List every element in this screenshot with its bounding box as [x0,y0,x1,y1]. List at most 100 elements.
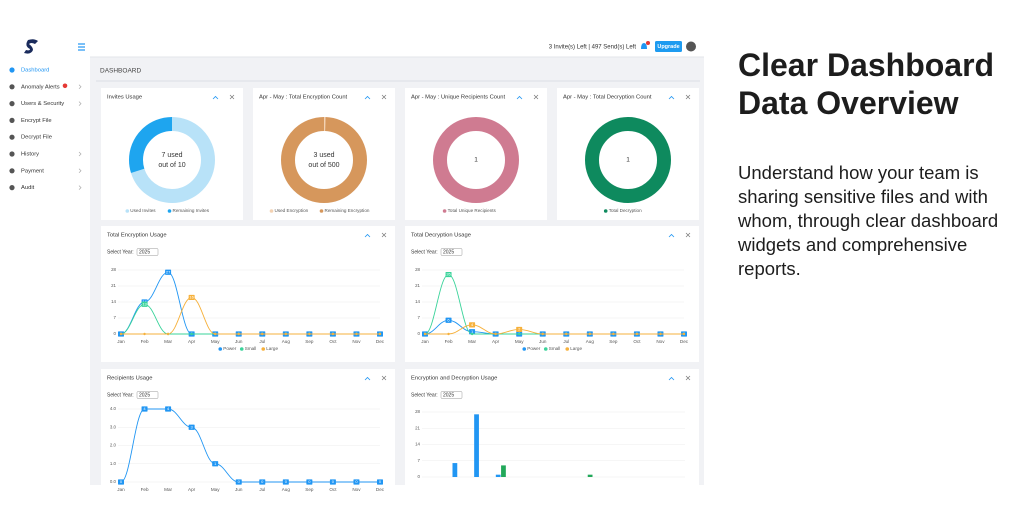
nav-icon [9,84,15,90]
y-tick-label: 14 [415,299,420,304]
year-select[interactable] [440,248,463,256]
point [470,332,474,336]
point-label-box [259,479,266,485]
collapse-icon[interactable] [364,95,371,100]
y-tick-label: 21 [415,425,420,430]
x-tick-label: Oct [633,339,641,344]
card-title: Total Decryption Usage [411,233,471,239]
point-label: 0 [261,479,264,484]
upgrade-label[interactable]: Upgrade [657,44,679,50]
legend-label: Large [266,346,278,351]
legend-swatch [522,347,527,351]
donut-center: 1 [474,157,478,164]
close-icon[interactable] [381,94,387,100]
point-label-box [329,479,336,485]
nav-item[interactable]: Encrypt File [21,118,52,124]
bell-icon[interactable] [641,43,647,49]
close-icon[interactable] [381,375,387,381]
collapse-icon[interactable] [668,233,675,238]
collapse-icon[interactable] [516,95,523,100]
status-text: 3 Invite(s) Left | 497 Send(s) Left [549,45,637,51]
year-select-value[interactable]: 2025 [139,249,150,255]
collapse-icon[interactable] [212,95,219,100]
nav-item[interactable]: Audit [21,185,35,191]
y-tick-label: 0.0 [110,479,117,484]
close-icon[interactable] [229,94,235,100]
close-icon[interactable] [685,94,691,100]
x-tick-label: Mar [164,487,172,492]
point-label: 26 [446,272,451,277]
upgrade-button[interactable] [655,41,682,52]
point [284,332,288,336]
year-select[interactable] [136,391,159,399]
x-tick-label: Oct [329,339,337,344]
point-label: 16 [189,294,194,299]
year-select[interactable] [440,391,463,399]
donut-center: 7 used [161,152,182,159]
point [190,332,193,336]
point [166,332,170,336]
point-label: 4 [471,322,474,327]
point-label: 27 [166,269,171,274]
avatar[interactable] [686,41,696,52]
legend-label: Power [223,346,236,351]
collapse-icon[interactable] [668,95,675,100]
x-tick-label: Jan [421,339,429,344]
close-icon[interactable] [381,232,387,238]
bar [452,463,458,477]
y-tick-label: 7 [418,458,421,463]
year-select-value[interactable]: 2025 [443,392,454,398]
close-icon[interactable] [533,94,539,100]
collapse-icon[interactable] [364,376,371,381]
year-select[interactable] [136,248,159,256]
point [659,332,662,336]
point-label-box [188,294,195,301]
point [423,332,427,336]
collapse-icon[interactable] [668,376,675,381]
point-label: 4 [143,406,146,411]
x-tick-label: Jul [563,339,569,344]
card [405,369,699,485]
legend-swatch [239,347,244,351]
x-tick-label: Jun [235,339,243,344]
point-label-box [165,406,172,412]
point [331,332,335,336]
point-label: 0 [238,479,241,484]
legend-swatch [269,209,274,213]
x-tick-label: Aug [586,339,595,344]
menu-toggle[interactable] [78,43,85,51]
bar [501,465,506,477]
donut-segment [281,117,367,203]
close-icon[interactable] [685,375,691,381]
card-title: Invites Usage [107,95,142,101]
nav-item[interactable]: Users & Security [21,101,64,107]
point [682,332,686,336]
nav-item[interactable]: Dashboard [21,68,49,74]
nav-icon [9,67,15,73]
nav-icon [9,168,15,174]
close-icon[interactable] [685,232,691,238]
nav-icon [9,134,15,140]
nav-item[interactable]: Payment [21,168,44,174]
nav-item[interactable]: Anomaly Alerts [21,84,60,90]
nav-chevron [78,84,82,90]
nav-item[interactable]: History [21,152,39,158]
y-tick-label: 7 [114,315,117,320]
point-label: 0 [285,479,288,484]
point-label: 0 [332,479,335,484]
year-select-value[interactable]: 2025 [139,392,150,398]
collapse-icon[interactable] [364,233,371,238]
y-tick-label: 1.0 [110,461,117,466]
legend-label: Remaining Invites [173,208,210,213]
donut-center: out of 500 [308,162,339,169]
card-title: Encryption and Decryption Usage [411,376,497,382]
x-tick-label: Dec [680,339,689,344]
year-select-value[interactable]: 2025 [443,249,454,255]
bar [587,474,593,477]
point [378,332,382,336]
bar [474,414,479,477]
x-tick-label: Nov [656,339,665,344]
point-label-box [282,479,289,485]
nav-item[interactable]: Decrypt File [21,135,52,141]
